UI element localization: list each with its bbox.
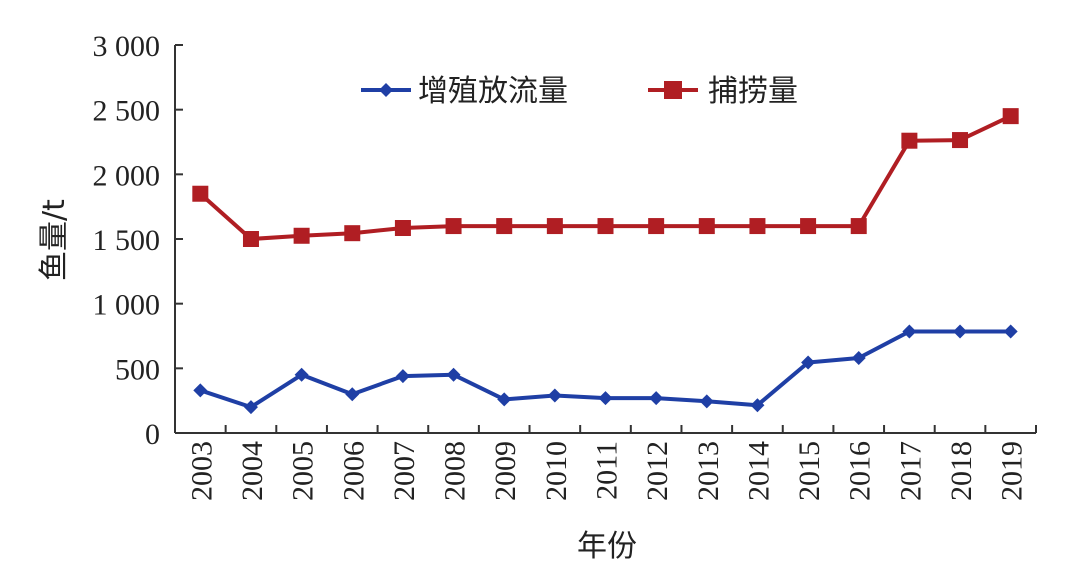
y-tick-label: 2 000 xyxy=(93,159,161,192)
y-tick-label: 1 500 xyxy=(93,224,161,257)
data-point-diamond xyxy=(699,394,714,409)
y-tick-label: 500 xyxy=(115,353,160,386)
data-point-diamond xyxy=(801,355,816,370)
data-point-diamond xyxy=(345,387,360,402)
data-point-diamond xyxy=(851,350,866,365)
x-tick-label: 2012 xyxy=(641,441,674,501)
data-point-diamond xyxy=(953,324,968,339)
y-axis-title: 鱼量/t xyxy=(37,199,72,281)
legend: 增殖放流量 捕捞量 xyxy=(361,74,798,109)
data-point-square xyxy=(242,231,259,247)
data-point-diamond xyxy=(1003,324,1018,339)
legend-swatch-square xyxy=(664,81,682,99)
data-point-diamond xyxy=(193,383,208,398)
y-tick-label: 0 xyxy=(145,418,160,451)
legend-swatch-diamond xyxy=(379,83,393,97)
data-point-square xyxy=(749,218,766,235)
data-point-square xyxy=(648,218,665,235)
series-1 xyxy=(192,108,1019,247)
y-tick-label: 2 500 xyxy=(93,95,161,128)
legend-item-catch: 捕捞量 xyxy=(648,74,798,109)
data-point-diamond xyxy=(243,400,258,415)
y-tick-label: 1 000 xyxy=(93,289,161,322)
data-point-square xyxy=(800,218,817,235)
y-tick-label: 3 000 xyxy=(93,30,161,63)
data-point-square xyxy=(546,218,563,235)
x-tick-label: 2006 xyxy=(337,441,370,501)
x-tick-label: 2003 xyxy=(185,441,218,501)
data-point-diamond xyxy=(598,391,613,406)
x-tick-label: 2014 xyxy=(742,441,775,501)
x-tick-label: 2004 xyxy=(236,441,269,501)
data-point-square xyxy=(901,132,918,149)
x-tick-label: 2016 xyxy=(844,441,877,501)
x-tick-label: 2011 xyxy=(591,441,624,500)
x-tick-label: 2007 xyxy=(388,441,421,501)
data-point-square xyxy=(293,227,310,244)
y-ticks: 0 500 1 000 1 500 2 000 2 500 3 000 xyxy=(93,30,183,451)
data-point-square xyxy=(344,225,361,242)
x-tick-label: 2009 xyxy=(489,441,522,501)
data-point-diamond xyxy=(446,367,461,382)
data-point-square xyxy=(192,185,209,202)
data-point-diamond xyxy=(750,398,765,413)
x-axis-title: 年份 xyxy=(577,529,637,564)
x-tick-label: 2017 xyxy=(894,441,927,501)
x-tick-label: 2008 xyxy=(439,441,472,501)
x-tick-label: 2018 xyxy=(945,441,978,501)
data-point-diamond xyxy=(649,391,664,406)
data-point-square xyxy=(952,132,969,149)
legend-label: 增殖放流量 xyxy=(418,74,568,109)
x-tick-label: 2005 xyxy=(287,441,320,501)
data-point-square xyxy=(597,218,614,235)
x-tick-label: 2013 xyxy=(692,441,725,501)
x-ticks: 2003 2004 2005 2006 2007 2008 2009 2010 2011 2012… xyxy=(174,425,1037,501)
x-tick-label: 2010 xyxy=(540,441,573,501)
data-point-square xyxy=(698,218,715,235)
data-point-square xyxy=(850,218,867,235)
x-tick-label: 2015 xyxy=(793,441,826,501)
legend-item-release: 增殖放流量 xyxy=(361,74,568,109)
data-point-diamond xyxy=(497,392,512,407)
series-layer xyxy=(192,108,1019,415)
data-point-square xyxy=(394,220,411,237)
x-tick-label: 2019 xyxy=(996,441,1029,501)
data-point-square xyxy=(496,218,513,235)
data-point-diamond xyxy=(547,388,562,403)
data-point-square xyxy=(445,218,462,235)
data-point-diamond xyxy=(902,324,917,339)
series-0 xyxy=(193,324,1018,415)
data-point-diamond xyxy=(294,367,309,382)
legend-label: 捕捞量 xyxy=(708,74,798,109)
data-point-square xyxy=(1002,108,1019,125)
data-point-diamond xyxy=(395,369,410,384)
